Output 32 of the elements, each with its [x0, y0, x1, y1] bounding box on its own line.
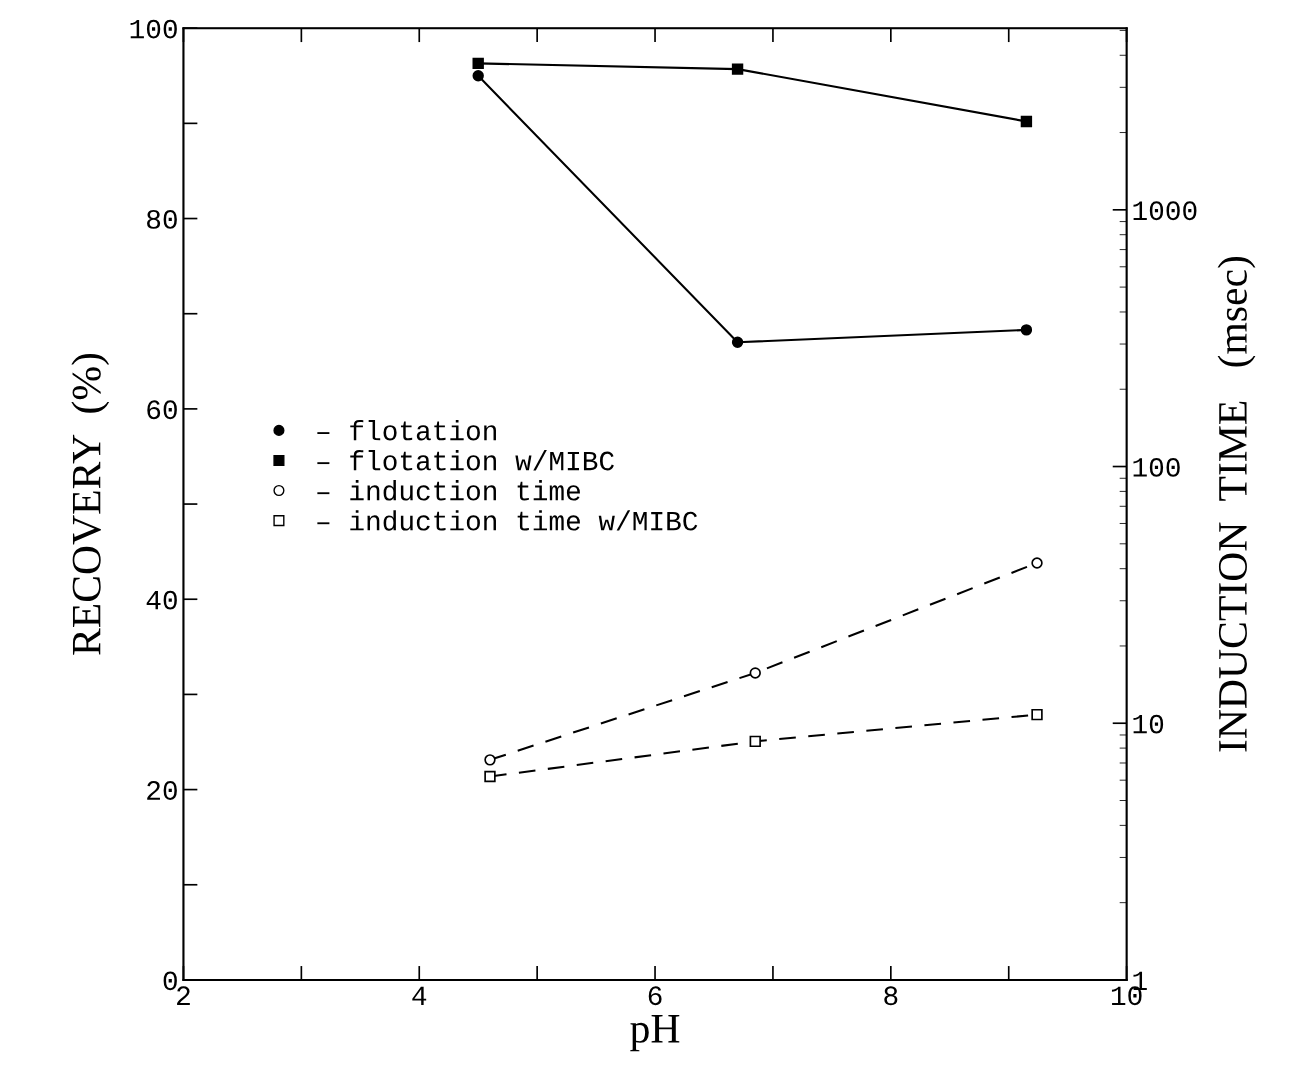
y2-tick-label: 1000: [1133, 201, 1197, 221]
point: [1020, 115, 1033, 128]
y-tick-label: 0: [163, 971, 177, 991]
y2-tick-label: 100: [1133, 458, 1180, 477]
x-tick-label: 4: [412, 986, 427, 1005]
y-tick-label: 40: [146, 590, 177, 610]
point: [749, 735, 761, 748]
point: [1031, 708, 1043, 721]
x-tick-label: 6: [648, 986, 662, 1006]
point: [484, 770, 496, 783]
y-tick-label: 20: [147, 781, 177, 800]
point: [484, 754, 496, 766]
legend-label: – flotation: [317, 420, 496, 441]
point: [731, 336, 744, 348]
point: [749, 667, 761, 679]
y-tick-label: 60: [147, 400, 177, 420]
y-tick-label: 80: [147, 210, 177, 229]
point: [731, 63, 744, 75]
point: [1031, 557, 1043, 569]
point: [1020, 324, 1033, 336]
x-tick-label: 8: [884, 986, 898, 1006]
legend-label: – induction time w/MIBC: [317, 510, 698, 531]
point: [472, 70, 484, 82]
y2-tick-label: 10: [1133, 714, 1164, 734]
legend-label: – flotation w/MIBC: [317, 450, 614, 471]
point: [472, 57, 484, 70]
y-axis-title: RECOVERY (%): [71, 353, 110, 655]
x-tick-label: 2: [177, 986, 190, 1005]
x-axis-title: pH: [630, 1015, 680, 1052]
y-tick-label: 100: [130, 19, 177, 39]
y2-axis-title: INDUCTION TIME (msec): [1217, 256, 1256, 752]
legend-label: – induction time: [317, 480, 580, 501]
